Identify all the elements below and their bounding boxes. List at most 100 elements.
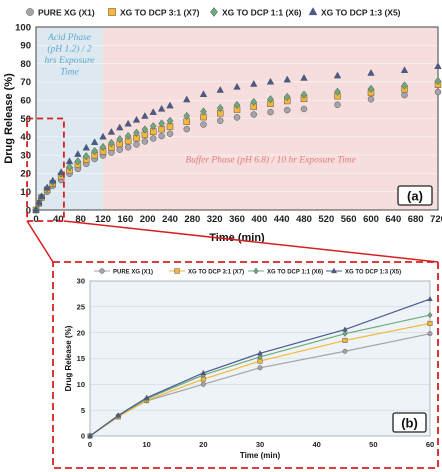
panel-a-data-point (434, 88, 442, 96)
panel-b-y-tick-label: 25 (77, 302, 85, 311)
panel-a-y-tick-label: 10 (20, 187, 31, 198)
panel-a-y-tick-label: 50 (20, 114, 31, 125)
panel-a-data-point (367, 96, 375, 103)
panel-a-x-tick-label: 40 (53, 214, 64, 225)
panel-a-data-point (82, 152, 90, 161)
panel-a-data-point (250, 111, 257, 118)
panel-a-data-point (250, 97, 258, 107)
panel-b-x-tick-label: 30 (256, 440, 264, 449)
panel-a-data-point (233, 114, 241, 121)
panel-a-data-point (99, 142, 107, 152)
panel-a-x-tick-label: 200 (140, 214, 156, 225)
panel-a-data-point (183, 95, 191, 103)
panel-b-y-tick-label: 0 (81, 432, 85, 441)
panel-a-data-point (334, 101, 341, 109)
panel-b-data-point (200, 369, 207, 375)
panel-a-x-tick-label: 400 (251, 214, 267, 225)
panel-a-x-tick-label: 520 (318, 214, 334, 225)
panel-a-x-tick-label: 720 (430, 214, 442, 225)
panel-a-legend-entry: XG TO DCP 3:1 (X7) (120, 8, 200, 18)
panel-b-legend-marker (174, 268, 180, 274)
panel-a-data-point (283, 75, 291, 83)
panel-a-series-4 (32, 62, 442, 213)
panel-a-legend-marker (26, 8, 34, 16)
acid-phase-annotation: Acid Phase (pH 1.2) / 2 hrs Exposure Time (44, 33, 94, 78)
panel-a-data-point (199, 90, 208, 97)
panel-a-data-point (35, 198, 43, 206)
panel-a-data-point (434, 76, 442, 86)
panel-a-data-point (233, 100, 241, 110)
panel-b-y-axis-label: Drug Release (%) (64, 325, 73, 391)
panel-b-label: (b) (401, 416, 418, 431)
panel-a-data-point (166, 101, 174, 109)
panel-b-x-axis-label: Time (min) (240, 451, 281, 460)
panel-a-y-axis-label: Drug Release (%) (3, 73, 15, 164)
panel-a-data-point (158, 132, 165, 140)
panel-a-data-point (133, 141, 140, 148)
panel-b-x-tick-label: 60 (426, 440, 434, 449)
panel-a-legend: PURE XG (X1) XG TO DCP 3:1 (X7) XG TO DCP … (26, 7, 401, 18)
panel-a-data-point (434, 62, 442, 69)
panel-b-data-point (427, 311, 433, 319)
panel-a-x-tick-label: 680 (408, 214, 424, 225)
panel-a-data-point (57, 168, 65, 175)
panel-b-data-point (115, 412, 122, 418)
panel-b-legend-marker (99, 268, 105, 274)
panel-a-data-point (65, 157, 74, 165)
panel-a-data-point (333, 71, 342, 79)
panel-a-data-point (141, 125, 149, 134)
panel-a-data-point (300, 90, 308, 99)
panel-a-data-point (91, 146, 98, 156)
panel-a-data-point (266, 77, 275, 85)
panel-a-data-point (400, 66, 409, 74)
panel-a-data-point (157, 104, 166, 112)
zoom-connector-right (63, 220, 439, 263)
panel-a-ticks: 0 40 80 120 160 200 240 280 320 360 400 440 480 520 56… (15, 22, 442, 225)
panel-a-data-point (150, 135, 157, 142)
panel-a-data-point (116, 123, 124, 131)
panel-a-y-tick-label: 0 (26, 205, 31, 216)
panel-b-data-point (427, 320, 433, 326)
panel-a-data-point (300, 73, 308, 81)
panel-b-legend: PURE XG (X1) XG TO DCP 3:1 (X7) XG TO DCP … (94, 267, 401, 276)
panel-a-data-point (216, 103, 224, 113)
panel-a-data-point (300, 105, 308, 113)
panel-a-data-point (49, 176, 57, 184)
panel-a-data-points (32, 62, 442, 215)
panel-b-ticks: 0 10 20 30 40 50 60 0 5 10 15 20 25 30 (77, 277, 435, 449)
panel-b-data-point (257, 350, 263, 356)
panel-b-data-point (87, 432, 93, 439)
panel-a-data-point (133, 128, 140, 137)
zoom-connector-left (26, 220, 54, 263)
panel-a-y-tick-label: 100 (15, 22, 31, 33)
panel-b-data-point (342, 337, 348, 343)
panel-b-legend-entry: XG TO DCP 3:1 (X7) (188, 270, 244, 276)
panel-a-data-point (74, 150, 82, 157)
panel-a-x-tick-label: 640 (385, 214, 401, 225)
panel-a-data-point (141, 138, 149, 145)
panel-a-data-point (99, 132, 107, 140)
panel-a-data-point (267, 95, 274, 104)
panel-a-data-point (200, 121, 207, 128)
panel-a-data-point (233, 82, 241, 90)
zoom-panel-border (52, 261, 439, 469)
panel-a-plot-frame (35, 26, 439, 211)
panel-b-x-tick-label: 40 (312, 440, 320, 449)
panel-b-legend-marker (253, 267, 259, 275)
panel-a-data-point (108, 138, 115, 148)
panel-a-data-point (166, 130, 174, 137)
panel-a-data-point (32, 205, 40, 213)
panel-a-x-tick-label: 120 (95, 214, 111, 225)
panel-b-y-tick-label: 15 (77, 354, 85, 363)
panel-b-data-point (257, 353, 263, 361)
panel-b-y-tick-label: 5 (81, 406, 85, 415)
panel-a-legend-entry: XG TO DCP 1:3 (X5) (321, 8, 401, 18)
panel-a-data-point (401, 91, 408, 99)
panel-a-data-point (200, 107, 207, 116)
panel-a-data-point (401, 81, 408, 90)
panel-a-data-point (124, 143, 132, 151)
panel-a-data-point (267, 108, 274, 116)
zoom-indicator (26, 117, 439, 469)
panel-b-data-point (427, 295, 433, 302)
